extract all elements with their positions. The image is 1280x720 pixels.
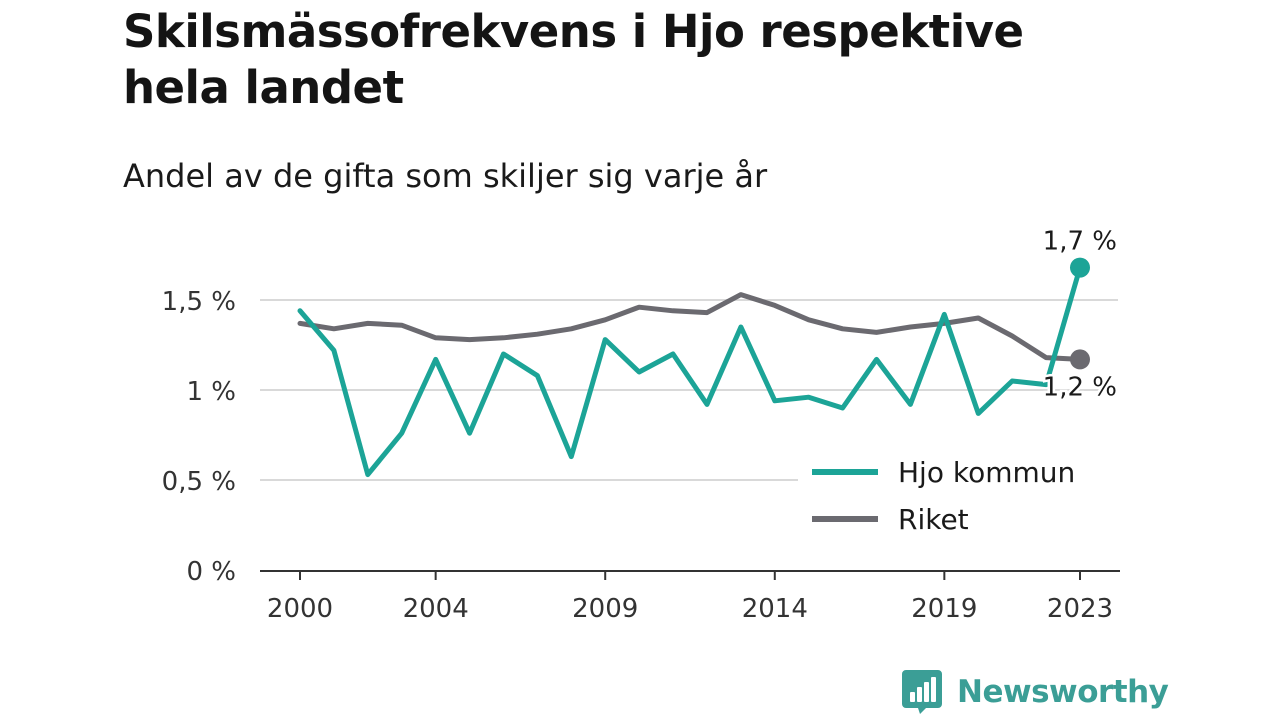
series-line-riket	[297, 292, 1083, 362]
newsworthy-logo-icon	[902, 670, 942, 714]
y-tick-label: 1,5 %	[162, 287, 236, 317]
x-tick-label: 2019	[911, 594, 977, 624]
y-tick-label: 0 %	[186, 557, 236, 587]
end-label-hjo: 1,7 %	[1043, 227, 1117, 257]
x-tick-label: 2000	[267, 594, 333, 624]
x-tick-label: 2014	[742, 594, 808, 624]
x-axis-tick-labels: 2000 2004 2009 2014 2019 2023	[267, 594, 1113, 624]
x-axis	[260, 570, 1120, 580]
x-tick-label: 2009	[572, 594, 638, 624]
legend-label: Hjo kommun	[898, 456, 1075, 489]
end-point-riket	[1070, 349, 1090, 370]
x-tick-label: 2004	[403, 594, 469, 624]
end-label-riket: 1,2 %	[1043, 372, 1117, 402]
y-axis-tick-labels: 0 % 0,5 % 1 % 1,5 %	[162, 287, 236, 587]
brand-logo: Newsworthy	[902, 670, 1169, 714]
legend: Hjo kommun Riket	[798, 452, 1120, 552]
legend-label: Riket	[898, 503, 969, 536]
brand-name: Newsworthy	[957, 674, 1169, 710]
chart-subtitle: Andel av de gifta som skiljer sig varje …	[123, 157, 768, 195]
y-tick-label: 0,5 %	[162, 467, 236, 497]
series-line-hjo	[297, 265, 1083, 478]
x-tick-label: 2023	[1047, 594, 1113, 624]
end-point-hjo	[1070, 257, 1090, 278]
y-tick-label: 1 %	[186, 377, 236, 407]
chart-title: Skilsmässofrekvens i Hjo respektive hela…	[123, 5, 1024, 114]
end-labels: 1,7 % 1,2 %	[1040, 227, 1119, 405]
series-lines	[297, 257, 1090, 478]
legend-background	[798, 452, 1120, 552]
